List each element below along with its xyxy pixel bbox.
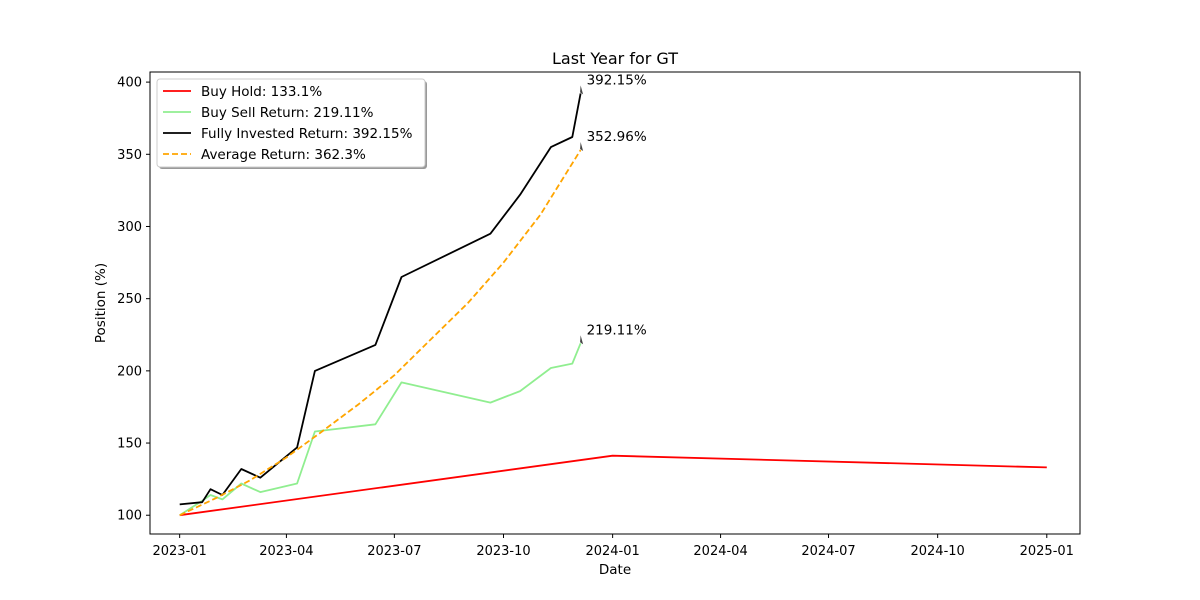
y-tick-label: 250 <box>117 292 142 307</box>
legend-label: Fully Invested Return: 392.15% <box>201 126 413 142</box>
y-tick-label: 150 <box>117 437 142 452</box>
series-line-2 <box>179 93 582 506</box>
x-tick-label: 2024-10 <box>910 544 964 559</box>
legend-label: Buy Sell Return: 219.11% <box>201 105 374 121</box>
x-tick-label: 2025-01 <box>1020 544 1074 559</box>
x-tick-label: 2024-01 <box>585 544 639 559</box>
y-tick-label: 350 <box>117 148 142 163</box>
annotation-arrow <box>580 142 584 151</box>
series-line-3 <box>179 149 582 517</box>
series-layer <box>179 93 1047 517</box>
chart-title: Last Year for GT <box>552 49 678 68</box>
annotation-arrow <box>580 85 584 95</box>
x-axis: 2023-01 2023-04 2023-07 2023-10 2024-01 2024-… <box>152 534 1074 559</box>
y-tick-label: 300 <box>117 220 142 235</box>
x-tick-label: 2023-01 <box>152 544 206 559</box>
y-tick-label: 100 <box>117 509 142 524</box>
legend-label: Buy Hold: 133.1% <box>201 84 322 100</box>
x-tick-label: 2023-07 <box>367 544 421 559</box>
legend: Buy Hold: 133.1% Buy Sell Return: 219.11%… <box>156 78 427 169</box>
x-tick-label: 2023-10 <box>476 544 530 559</box>
annotation-label: 392.15% <box>587 72 647 88</box>
annotation-layer: 392.15% 352.96% 219.11% <box>580 72 647 345</box>
legend-box <box>156 78 426 168</box>
y-tick-label: 400 <box>117 76 142 91</box>
y-axis-label: Position (%) <box>93 263 109 343</box>
annotation-label: 219.11% <box>587 322 647 338</box>
legend-label: Average Return: 362.3% <box>201 147 366 163</box>
x-tick-label: 2023-04 <box>259 544 313 559</box>
x-axis-label: Date <box>599 562 631 578</box>
annotation-arrow <box>580 335 584 345</box>
plot-frame <box>149 71 1081 535</box>
series-line-0 <box>179 454 1047 517</box>
x-tick-label: 2024-07 <box>801 544 855 559</box>
series-line-1 <box>179 342 582 516</box>
y-axis: 100 150 200 250 300 350 400 <box>117 76 150 524</box>
annotation-label: 352.96% <box>587 129 647 145</box>
x-tick-label: 2024-04 <box>693 544 747 559</box>
y-tick-label: 200 <box>117 364 142 379</box>
